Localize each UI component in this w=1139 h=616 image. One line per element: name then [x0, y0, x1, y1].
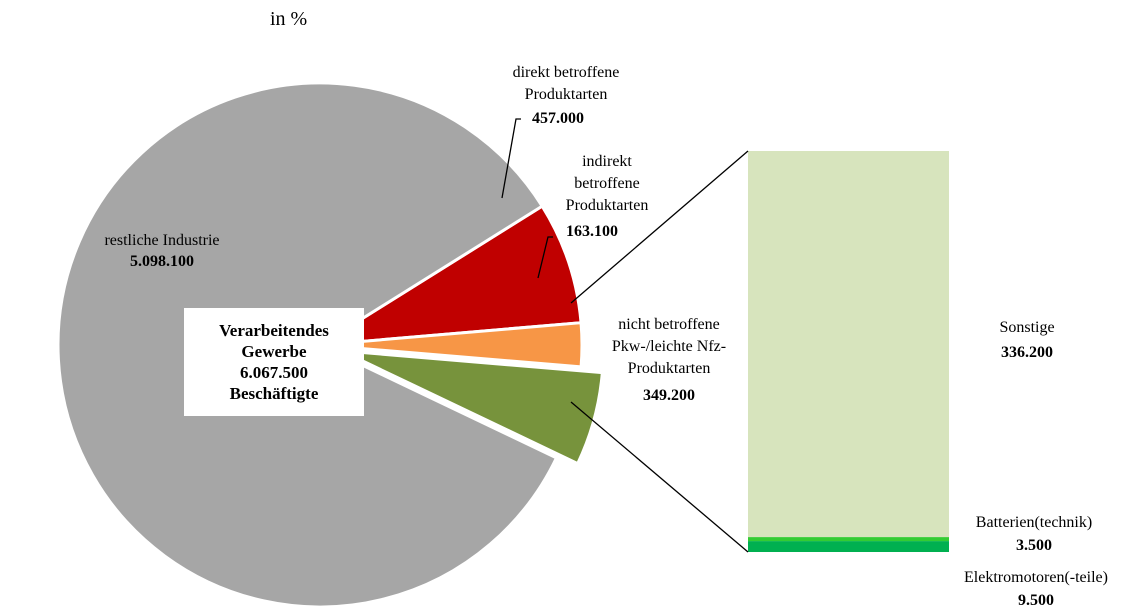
bar-segment-sonstige	[748, 151, 949, 538]
center-label-line: Beschäftigte	[229, 384, 319, 403]
center-label-line: Gewerbe	[241, 342, 307, 361]
slice-value-indirekt: 163.100	[566, 223, 618, 240]
center-label-box: Verarbeitendes Gewerbe 6.067.500 Beschäf…	[184, 308, 364, 416]
slice-value-direkt: 457.000	[532, 110, 584, 127]
bar-value-batterien: 3.500	[1016, 537, 1052, 554]
slice-value-rest: 5.098.100	[130, 253, 194, 270]
bar-value-elektro: 9.500	[1018, 592, 1054, 609]
slice-value-nicht: 349.200	[643, 387, 695, 404]
bar-segment-elektro	[748, 541, 949, 552]
bar-label-batterien: Batterien(technik)	[976, 514, 1092, 531]
slice-label-indirekt: indirekt betroffene Produktarten	[566, 153, 649, 214]
bar-value-sonstige: 336.200	[1001, 344, 1053, 361]
leader-line-direkt	[501, 118, 521, 199]
slice-label-direkt: direkt betroffene Produktarten	[513, 64, 620, 103]
slice-label-nicht: nicht betroffene Pkw-/leichte Nfz-Produkt…	[612, 316, 726, 377]
bar-label-elektro: Elektromotoren(-teile)	[964, 569, 1108, 586]
chart-subtitle: in %	[270, 8, 308, 30]
pie-slice-direkt	[319, 204, 583, 347]
leader-line-indirekt	[537, 236, 553, 279]
slice-label-rest: restliche Industrie	[104, 232, 219, 249]
connector-line-top	[570, 150, 749, 304]
center-total-value: 6.067.500	[240, 363, 308, 382]
connector-line-bottom	[570, 401, 749, 553]
center-label-line: Verarbeitendes	[219, 321, 329, 340]
pie-slice-indirekt	[319, 321, 584, 369]
bar-segment-batterien	[748, 537, 949, 542]
bar-label-sonstige: Sonstige	[999, 319, 1054, 336]
pie-slice-nicht	[340, 349, 604, 466]
